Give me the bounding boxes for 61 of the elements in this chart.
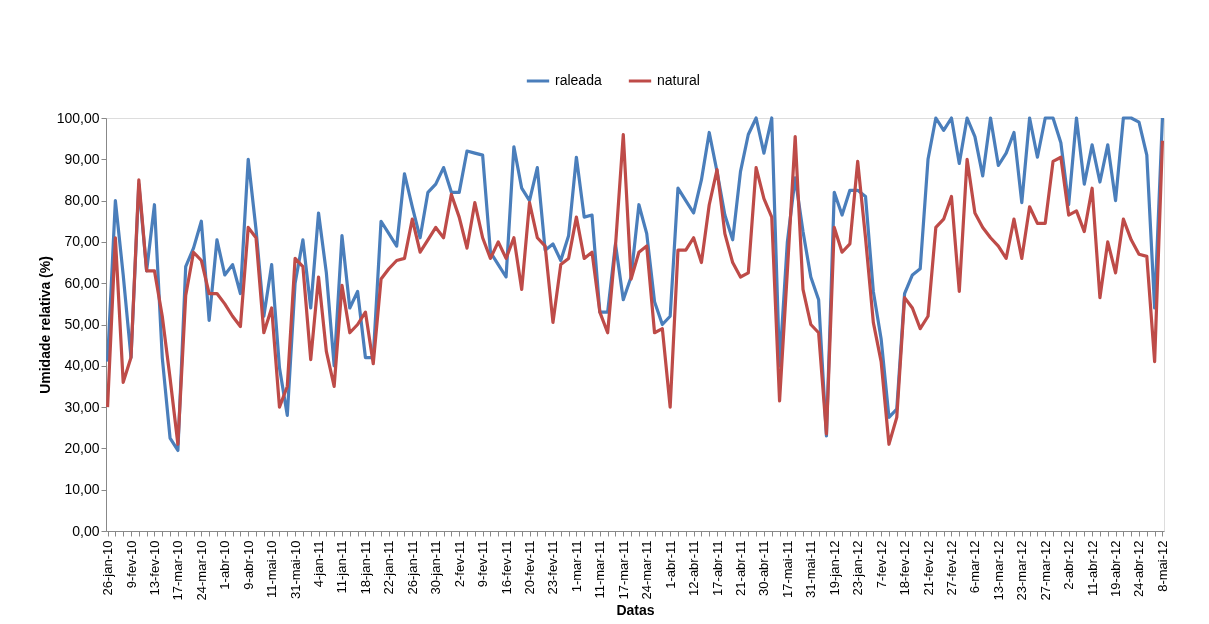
x-tick-label: 30-jan-11 [428,540,444,595]
y-tick-label: 70,00 [64,233,100,250]
x-tick-label: 9-fev-10 [123,540,139,589]
x-tick-label: 11-abr-12 [1084,540,1100,596]
x-tick-label: 11-mar-11 [592,540,608,599]
x-tick-label: 26-jan-11 [404,540,420,595]
x-tick-label: 20-fev-11 [522,540,538,595]
x-tick-label: 1-abr-11 [662,540,678,589]
y-tick-label: 40,00 [64,357,100,374]
x-tick-label: 17-mar-11 [615,540,631,600]
legend-label: raleada [555,72,602,88]
x-tick-label: 17-mar-10 [170,540,186,601]
y-tick-label: 30,00 [64,398,100,415]
x-tick-label: 24-mar-11 [639,540,655,600]
x-tick-label: 2-abr-12 [1061,540,1077,590]
x-tick-label: 19-abr-12 [1108,540,1124,597]
x-tick-label: 18-jan-11 [357,540,373,595]
x-tick-label: 27-mar-12 [1037,540,1053,601]
x-tick-label: 21-fev-12 [920,540,936,596]
x-tick-label: 18-fev-12 [897,540,913,596]
y-tick-label: 10,00 [64,481,100,498]
y-tick-label: 90,00 [64,150,100,167]
legend-label: natural [657,72,700,88]
x-tick-label: 23-jan-12 [850,540,866,596]
x-tick-label: 11-jan-11 [334,540,350,594]
x-tick-label: 16-fev-11 [498,540,514,595]
y-tick-label: 80,00 [64,192,100,209]
x-tick-label: 23-fev-11 [545,540,561,595]
x-tick-label: 4-jan-11 [311,540,327,588]
x-tick-label: 8-mai-12 [1154,540,1170,592]
x-tick-label: 17-mai-11 [779,540,795,599]
x-axis-title: Datas [616,602,655,619]
x-tick-label: 23-mar-12 [1014,540,1030,601]
x-tick-label: 9-abr-10 [240,540,256,590]
x-tick-label: 30-abr-11 [756,540,772,596]
x-tick-label: 31-mai-10 [287,540,303,600]
x-tick-label: 11-mai-10 [264,540,280,599]
x-tick-label: 19-jan-12 [826,540,842,596]
x-tick-label: 7-fev-12 [873,540,889,589]
x-tick-label: 2-fev-11 [451,540,467,588]
x-tick-label: 13-mar-12 [990,540,1006,601]
x-tick-label: 21-abr-11 [732,540,748,596]
y-tick-label: 60,00 [64,274,100,291]
x-tick-label: 26-jan-10 [100,540,116,596]
x-tick-label: 1-abr-10 [217,540,233,590]
y-tick-label: 50,00 [64,316,100,332]
x-tick-label: 12-abr-11 [686,540,702,596]
y-axis-title: Umidade relativa (%) [36,256,53,394]
x-tick-label: 22-jan-11 [381,540,397,595]
x-tick-label: 17-abr-11 [709,540,725,596]
x-tick-label: 31-mai-11 [803,540,819,599]
x-tick-label: 13-fev-10 [146,540,162,596]
x-tick-label: 27-fev-12 [943,540,959,596]
x-tick-label: 1-mar-11 [568,540,584,593]
x-tick-label: 24-mar-10 [193,540,209,601]
y-tick-label: 20,00 [64,439,100,456]
y-tick-label: 100,00 [56,109,100,126]
x-tick-label: 9-fev-11 [475,540,491,588]
y-tick-label: 0,00 [72,522,100,539]
x-tick-label: 24-abr-12 [1131,540,1147,597]
x-tick-label: 6-mar-12 [967,540,983,594]
